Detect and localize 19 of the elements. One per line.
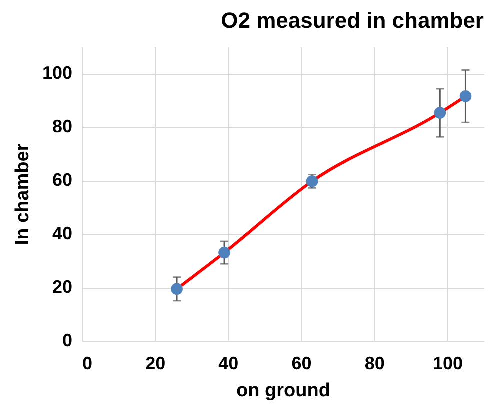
y-tick-label: 60 bbox=[52, 170, 72, 190]
chart-title: O2 measured in chamber bbox=[221, 8, 484, 33]
y-tick-label: 40 bbox=[52, 224, 72, 244]
point bbox=[460, 90, 472, 102]
x-axis-title: on ground bbox=[236, 380, 330, 402]
x-tick-label: 100 bbox=[432, 354, 463, 374]
point bbox=[218, 246, 230, 259]
y-tick-label: 80 bbox=[52, 116, 72, 137]
y-tick-label: 100 bbox=[42, 63, 72, 84]
x-tick-label: 0 bbox=[82, 354, 93, 374]
x-tick-label: 40 bbox=[218, 354, 239, 374]
point bbox=[434, 107, 446, 119]
x-tick-label: 60 bbox=[292, 354, 312, 374]
y-axis-title: In chamber bbox=[12, 143, 34, 246]
x-tick-label: 20 bbox=[146, 354, 166, 374]
point bbox=[171, 283, 183, 296]
x-tick-label: 80 bbox=[364, 354, 385, 374]
y-tick-label: 20 bbox=[52, 277, 72, 298]
y-tick-label: 0 bbox=[62, 330, 72, 350]
